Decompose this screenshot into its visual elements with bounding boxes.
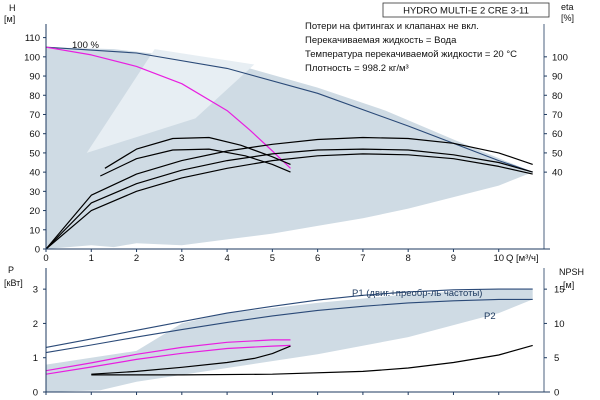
chart-title: HYDRO MULTI-E 2 CRE 3-11 <box>403 6 529 17</box>
head-tick-label: 20 <box>29 206 40 217</box>
curve-NPSH-100 <box>91 345 291 375</box>
q-tick-label: 4 <box>224 253 229 264</box>
head-tick-label: 70 <box>29 110 40 121</box>
npsh-tick-label: 5 <box>554 353 559 364</box>
q-tick-label: 8 <box>406 253 411 264</box>
head-tick-label: 40 <box>29 168 40 179</box>
head-tick-label: 100 <box>24 52 40 63</box>
power-tick-label: 0 <box>33 388 38 399</box>
eta-tick-label: 70 <box>552 110 563 121</box>
q-tick-label: 10 <box>493 253 504 264</box>
power-tick-label: 2 <box>33 319 38 330</box>
q-tick-label: 9 <box>451 253 456 264</box>
head-tick-label: 90 <box>29 72 40 83</box>
curve-P1-100 <box>45 339 291 372</box>
eta-tick-label: 90 <box>552 72 563 83</box>
head-axis-unit: [м] <box>4 14 15 24</box>
power-axis-unit: [кВт] <box>4 278 23 288</box>
note-temperature: Температура перекачиваемой жидкости = 20… <box>305 49 517 60</box>
head-axis-label: H <box>9 3 16 13</box>
npsh-tick-label: 0 <box>554 388 559 399</box>
eta-tick-label: 100 <box>552 52 568 63</box>
head-efficiency-curves <box>45 46 533 250</box>
eta-tick-label: 80 <box>552 91 563 102</box>
curve-P2-max <box>45 298 533 354</box>
note-fluid: Перекачиваемая жидкость = Вода <box>305 35 457 46</box>
label-p1: P1 (двиг.+преобр-ль частоты) <box>352 288 482 299</box>
axes: 0102030405060708090100110405060708090100… <box>24 24 568 399</box>
head-tick-label: 60 <box>29 129 40 140</box>
head-tick-label: 10 <box>29 225 40 236</box>
npsh-tick-label: 10 <box>554 319 565 330</box>
curve-eta-100-b <box>100 148 291 177</box>
eta-tick-label: 60 <box>552 129 563 140</box>
head-envelope-area <box>46 47 533 250</box>
envelope-fill <box>46 289 533 392</box>
envelope-fill <box>46 47 533 250</box>
q-tick-label: 6 <box>315 253 320 264</box>
npsh-axis-label: NPSH <box>559 267 584 277</box>
head-tick-label: 50 <box>29 148 40 159</box>
title-box <box>382 2 550 18</box>
q-tick-label: 3 <box>179 253 184 264</box>
eta-tick-label: 50 <box>552 148 563 159</box>
curve-eta-max-a <box>45 136 533 250</box>
power-axis-label: P <box>8 265 14 275</box>
eta-axis-label: eta <box>561 2 574 12</box>
power-npsh-curves <box>45 288 533 376</box>
q-axis-label: Q [м³/ч] <box>506 253 539 264</box>
curve-eta-max-b <box>45 148 533 250</box>
power-tick-label: 1 <box>33 353 38 364</box>
label-p2: P2 <box>484 311 496 322</box>
q-tick-label: 5 <box>270 253 275 264</box>
q-tick-label: 2 <box>134 253 139 264</box>
curve-head-max <box>45 46 533 173</box>
note-fittings: Потери на фитингах и клапанах не вкл. <box>305 21 479 32</box>
eta-axis-unit: [%] <box>561 13 574 23</box>
npsh-tick-label: 15 <box>554 285 565 296</box>
annotation-100-percent: 100 % <box>72 40 99 51</box>
curve-eta-max-c <box>45 153 533 250</box>
curve-head-100 <box>45 46 291 169</box>
power-envelope-area <box>46 289 533 392</box>
head-tick-label: 30 <box>29 187 40 198</box>
head-tick-label: 0 <box>35 245 40 256</box>
npsh-axis-unit: [м] <box>563 280 574 290</box>
envelope-light-wedge <box>86 49 255 153</box>
head-tick-label: 80 <box>29 91 40 102</box>
curve-P2-100 <box>45 344 291 375</box>
power-tick-label: 3 <box>33 285 38 296</box>
curve-eta-100-a <box>104 136 291 169</box>
curve-P1-max <box>45 288 533 348</box>
curve-NPSH-max <box>91 344 533 376</box>
head-tick-label: 110 <box>25 33 40 44</box>
q-tick-label: 1 <box>89 253 94 264</box>
eta-tick-label: 40 <box>552 168 563 179</box>
q-tick-label: 0 <box>43 253 48 264</box>
note-density: Плотность = 998.2 кг/м³ <box>305 63 409 74</box>
q-tick-label: 7 <box>360 253 365 264</box>
